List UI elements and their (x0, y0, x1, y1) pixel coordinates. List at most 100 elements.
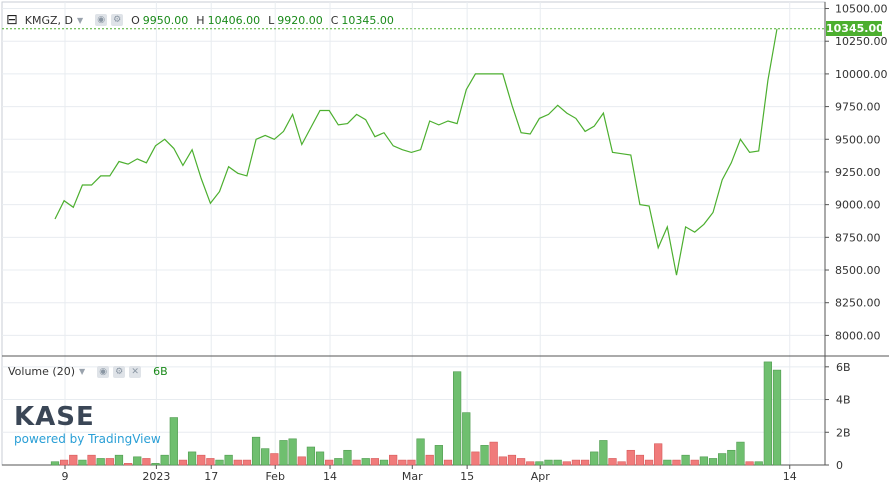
volume-bar (462, 412, 471, 466)
volume-bar (389, 454, 398, 466)
price-legend: ⊟ KMGZ, D ▼ ◉ ⚙ O 9950.00 H 10406.00 L 9920… (6, 12, 402, 28)
eye-icon[interactable]: ◉ (97, 365, 110, 378)
volume-bar (215, 459, 224, 466)
volume-bar (187, 451, 197, 466)
volume-bar (361, 458, 370, 466)
volume-bar (114, 454, 124, 466)
volume-tick-label: 0 (836, 459, 843, 472)
volume-bar (242, 459, 252, 466)
volume-bar (416, 438, 425, 466)
chevron-down-icon[interactable]: ▼ (76, 15, 84, 25)
x-tick-label: Apr (531, 470, 551, 483)
price-tick-label: 9500.00 (835, 133, 881, 146)
volume-bar (480, 445, 489, 466)
price-tick-label: 9000.00 (835, 199, 881, 212)
volume-bar (590, 451, 599, 466)
volume-bar (708, 458, 718, 466)
volume-bar (535, 461, 544, 466)
low-key: L (268, 13, 275, 27)
volume-bar (398, 459, 407, 466)
volume-tick-label: 2B (836, 426, 851, 439)
volume-bar (169, 417, 178, 466)
volume-bar (498, 456, 507, 466)
volume-bar (626, 449, 635, 466)
volume-bar (224, 454, 233, 466)
high-value: 10406.00 (207, 13, 261, 27)
price-tick-label: 10000.00 (835, 68, 888, 81)
volume-bar (288, 438, 297, 466)
volume-bar (617, 461, 626, 466)
volume-bar (151, 463, 160, 466)
volume-last-value: 6B (153, 365, 168, 378)
volume-bar (763, 361, 772, 466)
volume-bar (580, 459, 590, 466)
volume-bar (315, 451, 325, 466)
volume-bar (635, 454, 645, 466)
volume-bar (745, 461, 754, 466)
volume-bar (60, 459, 69, 466)
x-tick-label: 9 (62, 470, 69, 483)
volume-bar (78, 459, 87, 466)
volume-bar (654, 443, 663, 466)
volume-bar (279, 440, 288, 466)
gear-icon[interactable]: ⚙ (111, 14, 124, 26)
chevron-down-icon[interactable]: ▼ (79, 367, 86, 376)
volume-bar (133, 456, 142, 466)
volume-bar (306, 446, 316, 466)
volume-bar (699, 456, 709, 466)
volume-tick-label: 6B (836, 361, 851, 374)
volume-bar (754, 461, 763, 466)
price-tick-label: 10250.00 (835, 35, 888, 48)
volume-bar (553, 459, 562, 466)
symbol-label[interactable]: KMGZ, D (24, 13, 73, 27)
logo-brand: KASE (14, 402, 95, 432)
volume-bar (233, 459, 242, 466)
volume-tick-label: 4B (836, 394, 851, 407)
price-tick-label: 9250.00 (835, 166, 881, 179)
plot-frame (1, 1, 826, 466)
volume-bar (443, 459, 453, 466)
volume-bar (489, 441, 498, 466)
volume-bar (571, 459, 581, 466)
close-value: 10345.00 (341, 13, 394, 27)
volume-bar (197, 454, 206, 466)
volume-bar (599, 440, 608, 466)
low-value: 9920.00 (277, 13, 323, 27)
eye-icon[interactable]: ◉ (95, 14, 108, 26)
volume-bar (772, 369, 782, 466)
volume-bar (142, 458, 151, 466)
x-tick-label: 14 (783, 470, 797, 483)
volume-bar (736, 441, 745, 466)
volume-title[interactable]: Volume (20) (8, 365, 75, 378)
volume-bar (425, 454, 434, 466)
volume-bar (407, 459, 416, 466)
volume-bar (334, 458, 343, 466)
volume-bar (681, 454, 690, 466)
volume-bar (562, 461, 571, 466)
x-tick-label: 15 (460, 470, 474, 483)
volume-legend: Volume (20) ▼ ◉ ⚙ ✕ 6B (8, 365, 168, 378)
volume-bar (370, 458, 379, 466)
price-tick-label: 9750.00 (835, 101, 881, 114)
minus-box-icon[interactable]: ⊟ (6, 12, 19, 28)
volume-bar (507, 454, 517, 466)
kase-logo[interactable]: KASE powered by TradingView (14, 404, 161, 446)
volume-bar (663, 459, 672, 466)
volume-bar (727, 449, 736, 466)
volume-bar (206, 458, 215, 466)
volume-bar (516, 458, 526, 466)
close-icon[interactable]: ✕ (129, 365, 142, 378)
volume-bar (105, 458, 114, 466)
gear-icon[interactable]: ⚙ (113, 365, 126, 378)
powered-by-link[interactable]: powered by TradingView (14, 432, 161, 446)
open-key: O (131, 13, 140, 27)
x-tick-label: Feb (265, 470, 284, 483)
volume-bar (261, 448, 270, 466)
volume-bar (50, 461, 60, 466)
volume-bar (526, 461, 535, 466)
volume-bar (270, 453, 279, 466)
last-price-label: 10345.00 (826, 20, 884, 36)
volume-bar (297, 456, 306, 466)
